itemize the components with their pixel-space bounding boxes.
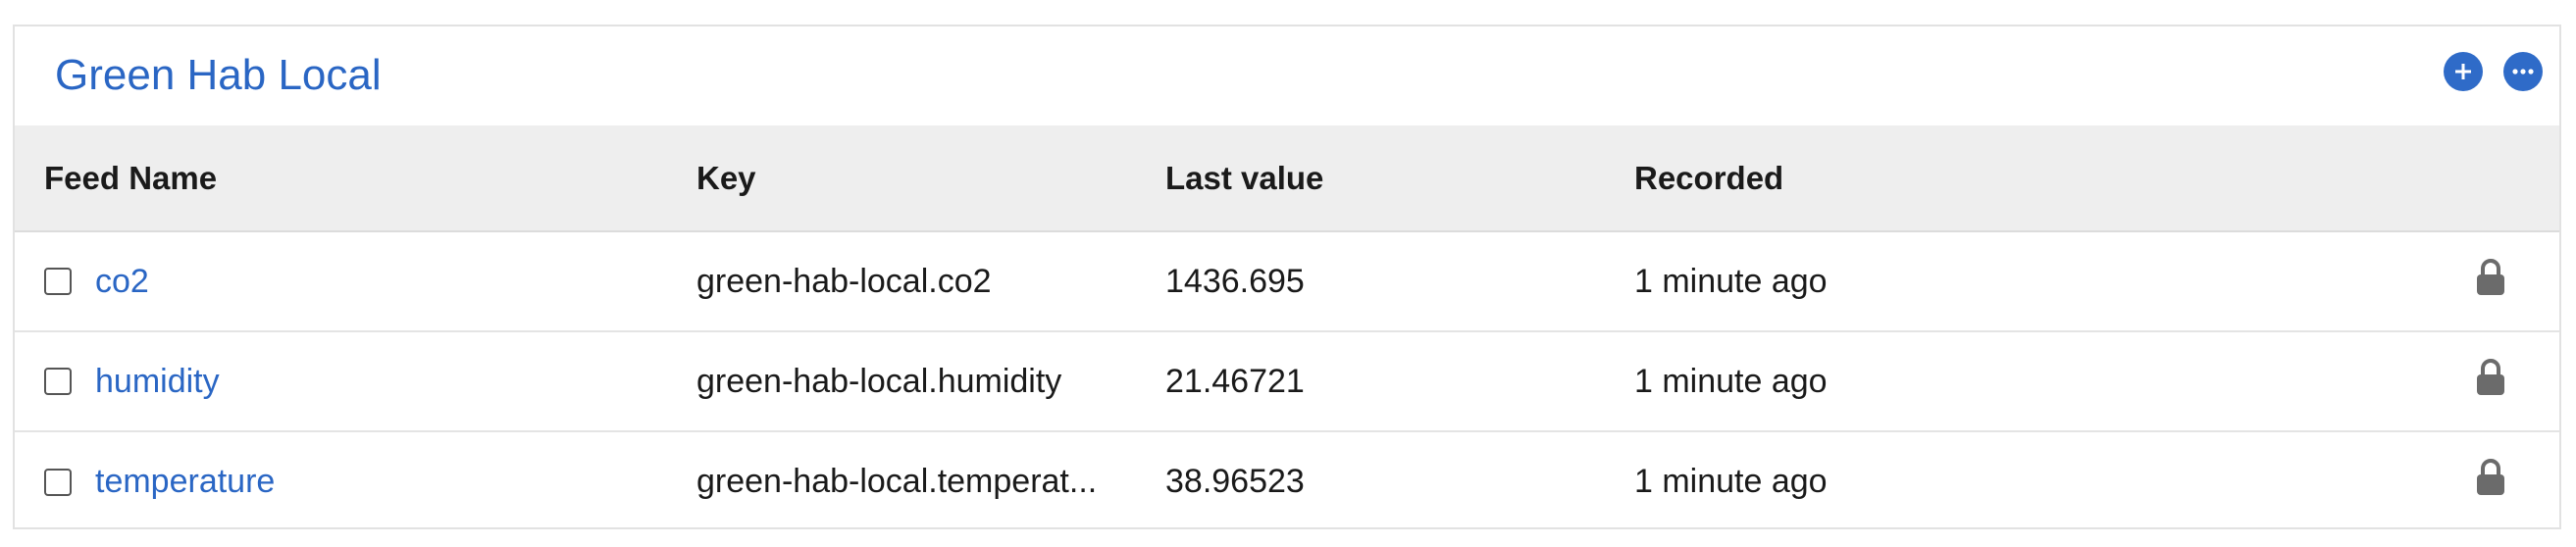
feed-name-link[interactable]: humidity — [95, 362, 220, 400]
feeds-table: Feed Name Key Last value Recorded co2 gr… — [15, 125, 2559, 531]
plus-icon — [2455, 64, 2471, 79]
lock-icon[interactable] — [2471, 258, 2510, 297]
more-options-button[interactable] — [2503, 52, 2543, 91]
row-checkbox[interactable] — [44, 368, 72, 395]
feed-recorded: 1 minute ago — [1634, 362, 1828, 400]
group-title[interactable]: Green Hab Local — [55, 51, 382, 99]
feed-name-cell: co2 — [44, 263, 696, 301]
feed-name-cell: temperature — [44, 463, 696, 501]
table-row: co2 green-hab-local.co2 1436.695 1 minut… — [15, 231, 2559, 331]
feed-last-value: 21.46721 — [1165, 362, 1305, 400]
feed-key: green-hab-local.co2 — [696, 262, 992, 300]
feed-name-link[interactable]: co2 — [95, 262, 149, 300]
lock-icon[interactable] — [2471, 358, 2510, 397]
lock-icon[interactable] — [2471, 458, 2510, 497]
feed-recorded: 1 minute ago — [1634, 463, 1828, 500]
feed-group-panel: Green Hab Local Feed Name Key — [13, 25, 2561, 529]
feed-last-value: 1436.695 — [1165, 262, 1305, 300]
feed-key: green-hab-local.humidity — [696, 362, 1062, 400]
column-header-feed-name[interactable]: Feed Name — [15, 125, 696, 232]
column-header-key[interactable]: Key — [696, 125, 1165, 232]
header-actions — [2444, 52, 2543, 91]
panel-header: Green Hab Local — [15, 26, 2559, 125]
feed-name-link[interactable]: temperature — [95, 463, 276, 500]
feed-recorded: 1 minute ago — [1634, 262, 1828, 300]
column-header-lock — [2471, 125, 2559, 232]
row-checkbox[interactable] — [44, 268, 72, 295]
ellipsis-icon — [2512, 69, 2534, 75]
feed-name-cell: humidity — [44, 363, 696, 401]
add-feed-button[interactable] — [2444, 52, 2483, 91]
row-checkbox[interactable] — [44, 468, 72, 496]
column-header-recorded[interactable]: Recorded — [1634, 125, 2471, 232]
feed-key: green-hab-local.temperat... — [696, 463, 1098, 500]
column-header-last-value[interactable]: Last value — [1165, 125, 1634, 232]
feed-last-value: 38.96523 — [1165, 463, 1305, 500]
table-header-row: Feed Name Key Last value Recorded — [15, 125, 2559, 232]
table-row: humidity green-hab-local.humidity 21.467… — [15, 331, 2559, 431]
table-row: temperature green-hab-local.temperat... … — [15, 431, 2559, 531]
